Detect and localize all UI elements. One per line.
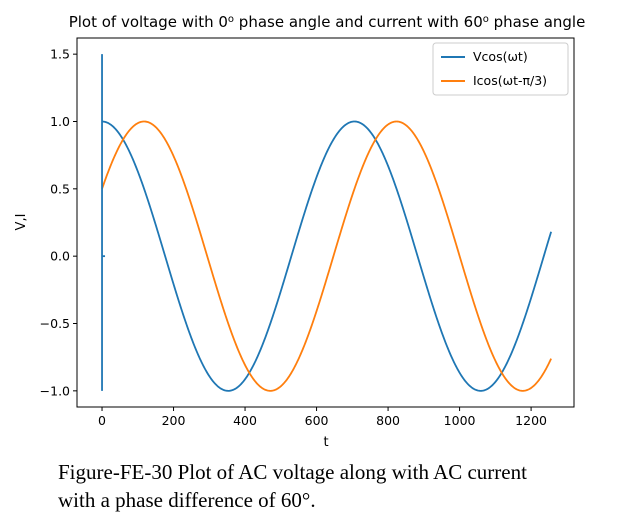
legend-label-voltage: Vcos(ωt)	[473, 49, 528, 64]
chart-title: Plot of voltage with 0o phase angle and …	[69, 13, 586, 31]
caption-line-2: with a phase difference of 60°.	[58, 488, 316, 512]
x-tick-label: 0	[98, 413, 106, 428]
x-tick-label: 800	[376, 413, 400, 428]
y-tick-label: 1.5	[50, 47, 70, 62]
y-axis-label: V,I	[14, 214, 29, 231]
caption-line-1: Figure-FE-30 Plot of AC voltage along wi…	[58, 460, 527, 484]
chart: Plot of voltage with 0o phase angle and …	[14, 13, 586, 450]
y-tick-label: −1.0	[40, 383, 70, 398]
x-axis-label: t	[323, 435, 328, 450]
series-line-0	[102, 120, 552, 392]
y-tick-label: 0.5	[50, 181, 70, 196]
legend: Vcos(ωt) Icos(ωt-π/3)	[432, 42, 569, 96]
x-tick-label: 1200	[515, 413, 547, 428]
figure-caption: Figure-FE-30 Plot of AC voltage along wi…	[58, 458, 618, 514]
y-tick-label: −0.5	[40, 316, 70, 331]
x-axis: 0 200 400 600 800 1000 1200	[98, 407, 547, 428]
plot-area	[101, 54, 552, 392]
y-tick-label: 1.0	[50, 114, 70, 129]
x-tick-label: 200	[162, 413, 186, 428]
y-tick-label: 0.0	[50, 249, 70, 264]
x-tick-label: 1000	[444, 413, 476, 428]
axes-frame	[76, 37, 575, 408]
legend-label-current: Icos(ωt-π/3)	[473, 73, 547, 88]
x-tick-label: 400	[233, 413, 257, 428]
x-tick-label: 600	[305, 413, 329, 428]
series-line-1	[101, 120, 552, 392]
y-axis: −1.0 −0.5 0.0 0.5 1.0 1.5	[40, 47, 77, 398]
legend-box	[432, 42, 569, 96]
